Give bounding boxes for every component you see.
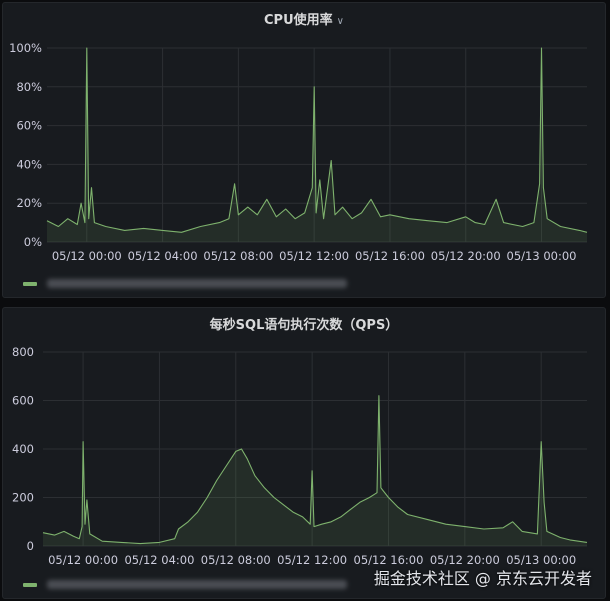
y-tick-label: 200 [12, 491, 34, 505]
cpu-panel-title[interactable]: CPU使用率 ∨ [3, 9, 605, 28]
series-area [43, 395, 587, 546]
chevron-down-icon[interactable]: ∨ [336, 16, 344, 27]
y-tick-label: 100% [9, 41, 42, 55]
cpu-legend-swatch [23, 281, 37, 286]
x-tick-label: 05/12 16:00 [355, 249, 425, 263]
x-tick-label: 05/12 08:00 [201, 553, 271, 567]
x-tick-label: 05/12 20:00 [431, 249, 501, 263]
watermark-text: 掘金技术社区 @ 京东云开发者 [373, 569, 592, 588]
x-tick-label: 05/12 00:00 [52, 249, 122, 263]
cpu-panel-title-text: CPU使用率 [264, 13, 333, 28]
y-tick-label: 20% [16, 196, 42, 210]
cpu-usage-panel: CPU使用率 ∨ 0% 20% 40% 60% 80% 100% 05/12 00:00 05/… [2, 2, 606, 298]
series-line [42, 395, 588, 545]
x-tick-label: 05/12 04:00 [128, 249, 198, 263]
x-tick-label: 05/12 12:00 [277, 553, 347, 567]
x-tick-label: 05/12 08:00 [203, 249, 273, 263]
cpu-legend-label-redacted [47, 279, 347, 288]
qps-panel-title[interactable]: 每秒SQL语句执行次数（QPS） [209, 318, 399, 333]
x-tick-label: 05/13 00:00 [507, 249, 577, 263]
y-tick-label: 0% [24, 235, 42, 249]
y-tick-label: 400 [12, 442, 34, 456]
y-tick-label: 0 [27, 539, 34, 553]
y-tick-label: 80% [16, 80, 42, 94]
x-tick-label: 05/12 16:00 [354, 553, 424, 567]
x-tick-label: 05/13 00:00 [506, 553, 576, 567]
y-tick-label: 800 [12, 345, 34, 359]
cpu-legend[interactable] [23, 279, 347, 288]
qps-chart: 0 200 400 600 800 05/12 00:00 05/12 04:00 05/12… [12, 345, 588, 567]
qps-legend[interactable] [23, 580, 347, 589]
qps-legend-swatch [23, 582, 37, 587]
y-tick-label: 60% [16, 119, 42, 133]
x-tick-label: 05/12 12:00 [279, 249, 349, 263]
x-tick-label: 05/12 20:00 [430, 553, 500, 567]
x-tick-label: 05/12 00:00 [48, 553, 118, 567]
series-area [47, 48, 587, 242]
y-tick-label: 40% [16, 157, 42, 171]
x-tick-label: 05/12 04:00 [124, 553, 194, 567]
qps-panel: 每秒SQL语句执行次数（QPS） 0 200 400 600 800 05/12 00:0… [2, 307, 606, 599]
cpu-usage-chart: 0% 20% 40% 60% 80% 100% 05/12 00:00 05/12 04:00… [9, 41, 588, 263]
series-line [46, 47, 588, 233]
y-tick-label: 600 [12, 394, 34, 408]
qps-legend-label-redacted [47, 580, 347, 589]
